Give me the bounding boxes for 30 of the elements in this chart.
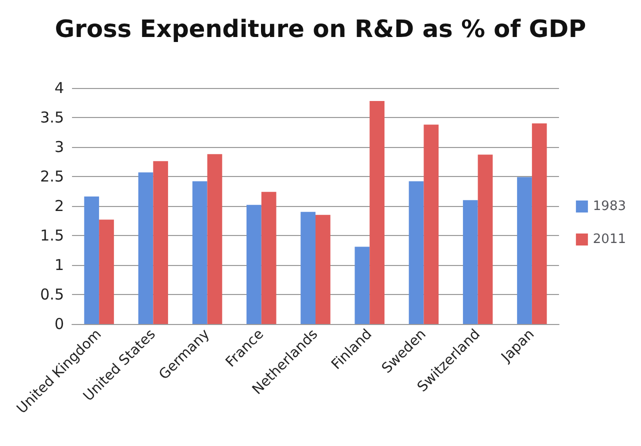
legend-label: 1983: [592, 199, 626, 214]
bar: [462, 200, 478, 324]
bar: [370, 100, 384, 324]
y-tick-label: 3: [54, 138, 64, 156]
bar: [138, 172, 154, 324]
y-tick-label: 1.5: [40, 226, 64, 244]
bar: [408, 181, 424, 324]
bar: [424, 124, 439, 324]
bar: [246, 204, 262, 324]
bar: [478, 154, 493, 324]
bar: [300, 212, 316, 324]
y-tick-label: 4: [54, 79, 64, 97]
y-tick-label: 0: [54, 315, 64, 333]
bar: [192, 181, 208, 324]
bar: [532, 123, 547, 324]
y-tick-label: 2.5: [40, 168, 64, 186]
y-tick-label: 3.5: [40, 108, 64, 126]
bar: [517, 177, 532, 324]
bar: [153, 161, 168, 324]
bar: [207, 154, 222, 324]
chart-title: Gross Expenditure on R&D as % of GDP: [54, 15, 586, 43]
bar: [84, 196, 100, 324]
bar: [261, 192, 276, 324]
bar: [99, 220, 114, 324]
bar: [354, 246, 370, 324]
y-tick-label: 2: [54, 197, 64, 215]
bar: [316, 214, 330, 324]
y-tick-label: 1: [54, 256, 64, 274]
legend-label: 2011: [592, 232, 626, 247]
y-tick-label: 0.5: [40, 286, 64, 304]
